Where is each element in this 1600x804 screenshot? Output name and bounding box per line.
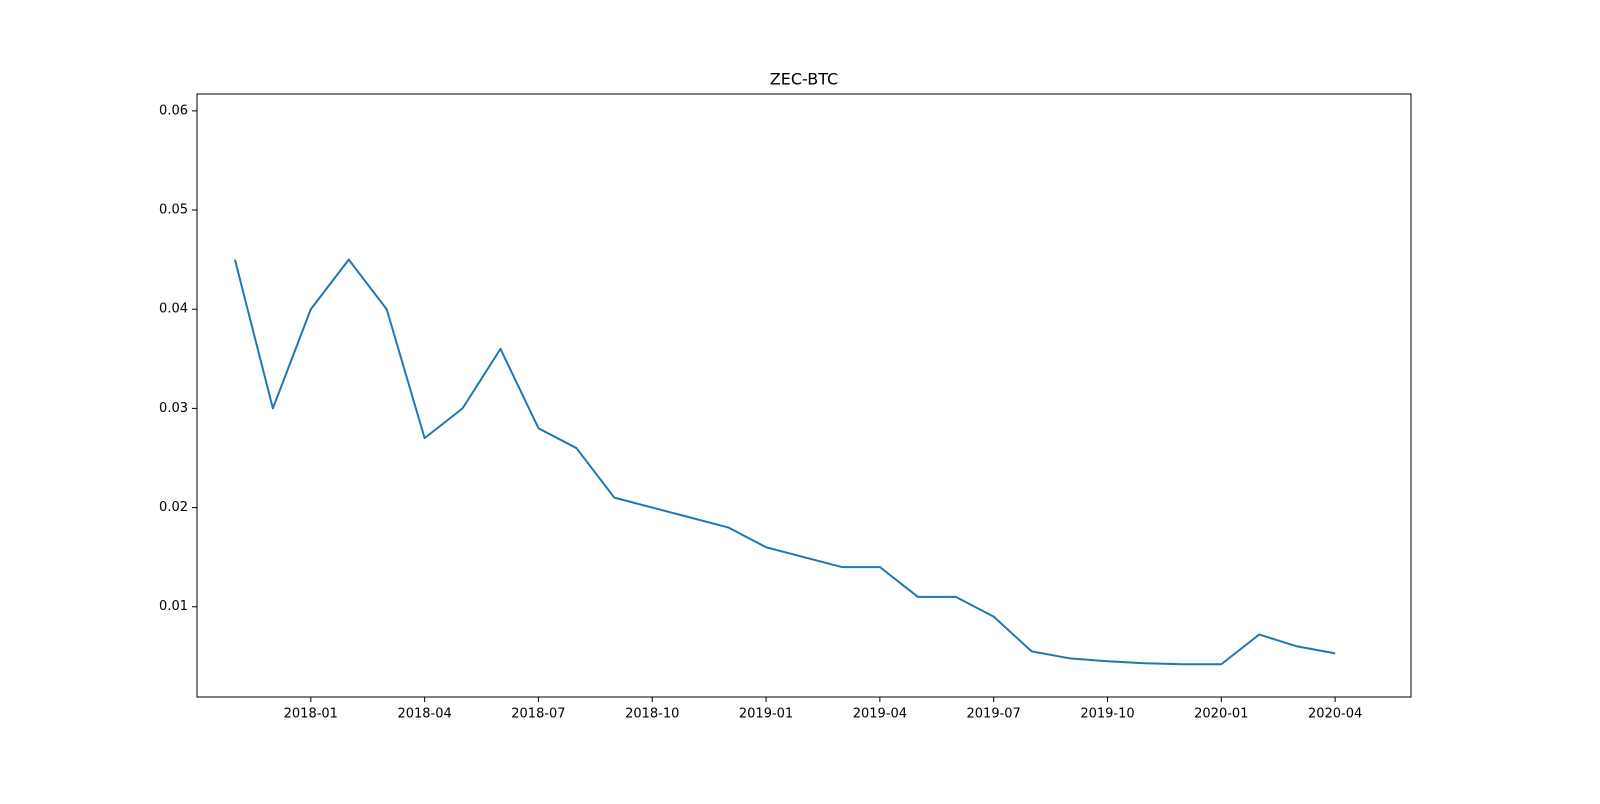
x-tick-label: 2019-01: [739, 707, 793, 722]
y-tick-label: 0.02: [159, 500, 188, 515]
y-tick-label: 0.04: [159, 302, 188, 317]
line-series: [233, 258, 1336, 666]
y-tick-label: 0.03: [159, 401, 188, 416]
x-tick-label: 2019-07: [967, 707, 1021, 722]
plot-frame: [196, 93, 1412, 698]
chart-title: ZEC-BTC: [770, 70, 838, 89]
x-tick-label: 2018-10: [625, 707, 679, 722]
y-tick-label: 0.06: [159, 103, 188, 118]
x-tick-label: 2020-04: [1308, 707, 1362, 722]
x-tick-label: 2018-07: [511, 707, 565, 722]
x-tick-label: 2019-10: [1080, 707, 1134, 722]
y-tick-label: 0.01: [159, 599, 188, 614]
x-tick-label: 2020-01: [1194, 707, 1248, 722]
x-tick-label: 2018-04: [397, 707, 451, 722]
x-tick-label: 2019-04: [853, 707, 907, 722]
y-tick-label: 0.05: [159, 203, 188, 218]
x-tick-label: 2018-01: [284, 707, 338, 722]
